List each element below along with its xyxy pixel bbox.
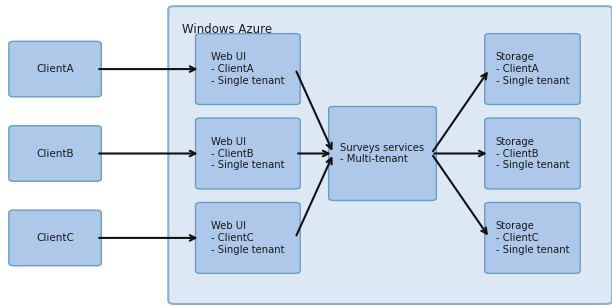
FancyBboxPatch shape xyxy=(329,107,436,200)
FancyBboxPatch shape xyxy=(485,34,580,104)
Text: ClientB: ClientB xyxy=(36,149,74,158)
FancyBboxPatch shape xyxy=(9,41,101,97)
FancyBboxPatch shape xyxy=(195,34,300,104)
Text: Windows Azure: Windows Azure xyxy=(182,23,272,36)
Text: Storage
- ClientB
- Single tenant: Storage - ClientB - Single tenant xyxy=(496,137,569,170)
FancyBboxPatch shape xyxy=(195,203,300,274)
Text: Web UI
- ClientC
- Single tenant: Web UI - ClientC - Single tenant xyxy=(211,221,285,255)
Text: Storage
- ClientA
- Single tenant: Storage - ClientA - Single tenant xyxy=(496,52,569,86)
Text: Storage
- ClientC
- Single tenant: Storage - ClientC - Single tenant xyxy=(496,221,569,255)
Text: Web UI
- ClientB
- Single tenant: Web UI - ClientB - Single tenant xyxy=(211,137,285,170)
FancyBboxPatch shape xyxy=(195,118,300,189)
Text: ClientA: ClientA xyxy=(36,64,74,74)
FancyBboxPatch shape xyxy=(485,203,580,274)
FancyBboxPatch shape xyxy=(9,210,101,266)
FancyBboxPatch shape xyxy=(485,118,580,189)
Text: Surveys services
- Multi-tenant: Surveys services - Multi-tenant xyxy=(340,143,425,164)
Text: ClientC: ClientC xyxy=(36,233,74,243)
FancyBboxPatch shape xyxy=(9,126,101,181)
FancyBboxPatch shape xyxy=(168,6,612,304)
Text: Web UI
- ClientA
- Single tenant: Web UI - ClientA - Single tenant xyxy=(211,52,285,86)
